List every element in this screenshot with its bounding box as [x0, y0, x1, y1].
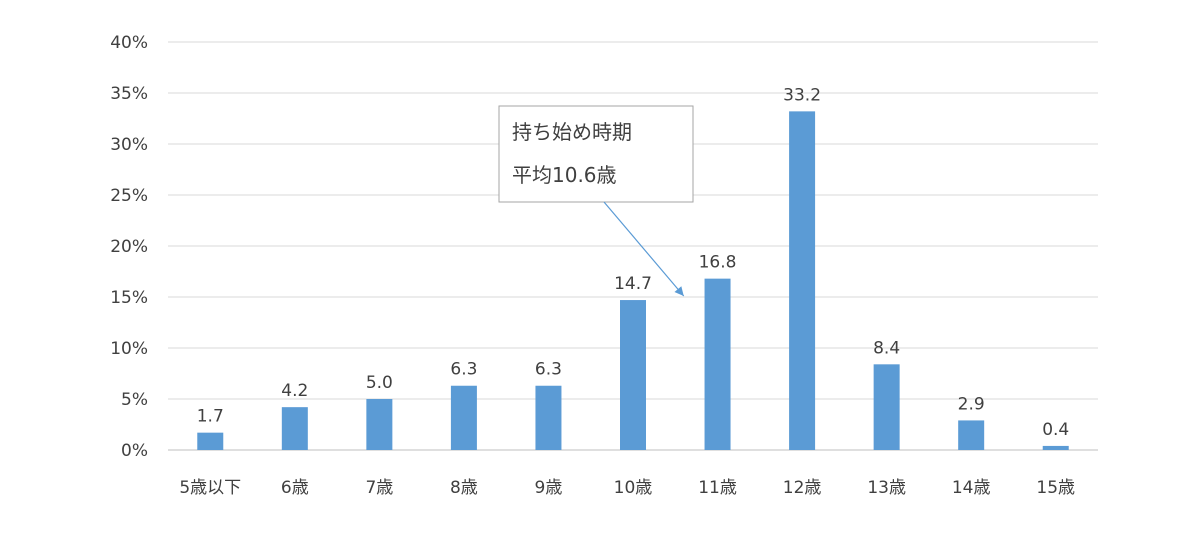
data-label: 14.7 [614, 274, 652, 294]
bar [1042, 445, 1069, 450]
data-label: 33.2 [783, 85, 821, 105]
callout-arrow [603, 201, 685, 297]
y-tick-label: 20% [110, 237, 148, 257]
y-tick-label: 30% [110, 135, 148, 155]
category-label: 10歳 [614, 478, 653, 498]
bars [197, 111, 1069, 451]
bar [450, 385, 477, 450]
category-label: 15歳 [1036, 478, 1075, 498]
bar [873, 364, 900, 450]
data-label: 4.2 [281, 381, 308, 401]
y-tick-label: 40% [110, 33, 148, 53]
y-tick-label: 35% [110, 84, 148, 104]
data-label: 6.3 [535, 360, 562, 380]
category-label: 14歳 [952, 478, 991, 498]
bar [789, 111, 816, 451]
x-axis-category-labels: 5歳以下 6歳 7歳 8歳 9歳 10歳 11歳 12歳 13歳 14歳 15歳 [179, 478, 1075, 498]
data-label: 6.3 [450, 360, 477, 380]
y-axis-tick-labels: 0% 5% 10% 15% 20% 25% 30% 35% 40% [110, 33, 148, 461]
y-tick-label: 0% [121, 441, 148, 461]
category-label: 8歳 [450, 478, 478, 498]
y-tick-label: 5% [121, 390, 148, 410]
callout-line-1: 持ち始め時期 [512, 120, 632, 144]
data-labels: 1.7 4.2 5.0 6.3 6.3 14.7 16.8 33.2 8.4 2.9 0.4 [197, 85, 1070, 440]
y-tick-label: 15% [110, 288, 148, 308]
average-callout: 持ち始め時期 平均10.6歳 [498, 105, 694, 297]
data-label: 2.9 [958, 394, 985, 414]
bar [366, 399, 393, 450]
bar [620, 300, 646, 450]
category-label: 7歳 [365, 478, 393, 498]
data-label: 0.4 [1042, 420, 1069, 440]
y-tick-label: 10% [110, 339, 148, 359]
category-label: 9歳 [535, 478, 563, 498]
bar [281, 407, 308, 450]
data-label: 16.8 [699, 253, 737, 273]
category-label: 13歳 [867, 478, 906, 498]
category-label: 11歳 [698, 478, 737, 498]
callout-line-2: 平均10.6歳 [512, 163, 617, 187]
data-label: 1.7 [197, 407, 224, 427]
data-label: 5.0 [366, 373, 393, 393]
y-tick-label: 25% [110, 186, 148, 206]
callout-box [498, 105, 694, 203]
bar [958, 420, 985, 450]
bar [704, 278, 731, 450]
bar [197, 432, 224, 450]
callout-arrowhead [674, 286, 684, 296]
bar [535, 385, 562, 450]
data-label: 8.4 [873, 338, 900, 358]
category-label: 6歳 [281, 478, 309, 498]
category-label: 12歳 [783, 478, 822, 498]
category-label: 5歳以下 [179, 478, 241, 498]
